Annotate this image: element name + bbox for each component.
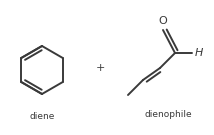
Text: dienophile: dienophile bbox=[144, 110, 192, 119]
Text: O: O bbox=[159, 16, 167, 26]
Text: H: H bbox=[195, 48, 203, 58]
Text: diene: diene bbox=[29, 112, 55, 121]
Text: +: + bbox=[95, 63, 105, 73]
